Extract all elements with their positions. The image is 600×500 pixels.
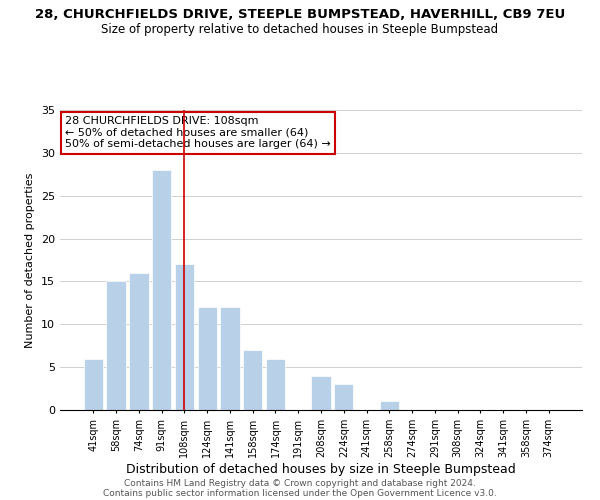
Text: Contains public sector information licensed under the Open Government Licence v3: Contains public sector information licen… [103,488,497,498]
Bar [84,358,103,410]
Bar [220,307,239,410]
Text: Contains HM Land Registry data © Crown copyright and database right 2024.: Contains HM Land Registry data © Crown c… [124,478,476,488]
Y-axis label: Number of detached properties: Number of detached properties [25,172,35,348]
Bar [380,402,399,410]
Text: 28, CHURCHFIELDS DRIVE, STEEPLE BUMPSTEAD, HAVERHILL, CB9 7EU: 28, CHURCHFIELDS DRIVE, STEEPLE BUMPSTEA… [35,8,565,20]
Text: 28 CHURCHFIELDS DRIVE: 108sqm
← 50% of detached houses are smaller (64)
50% of s: 28 CHURCHFIELDS DRIVE: 108sqm ← 50% of d… [65,116,331,149]
Bar [334,384,353,410]
Bar [266,358,285,410]
Bar [129,273,149,410]
Bar [197,307,217,410]
Bar [152,170,172,410]
X-axis label: Distribution of detached houses by size in Steeple Bumpstead: Distribution of detached houses by size … [126,462,516,475]
Bar [243,350,262,410]
Text: Size of property relative to detached houses in Steeple Bumpstead: Size of property relative to detached ho… [101,22,499,36]
Bar [106,282,126,410]
Bar [175,264,194,410]
Bar [311,376,331,410]
